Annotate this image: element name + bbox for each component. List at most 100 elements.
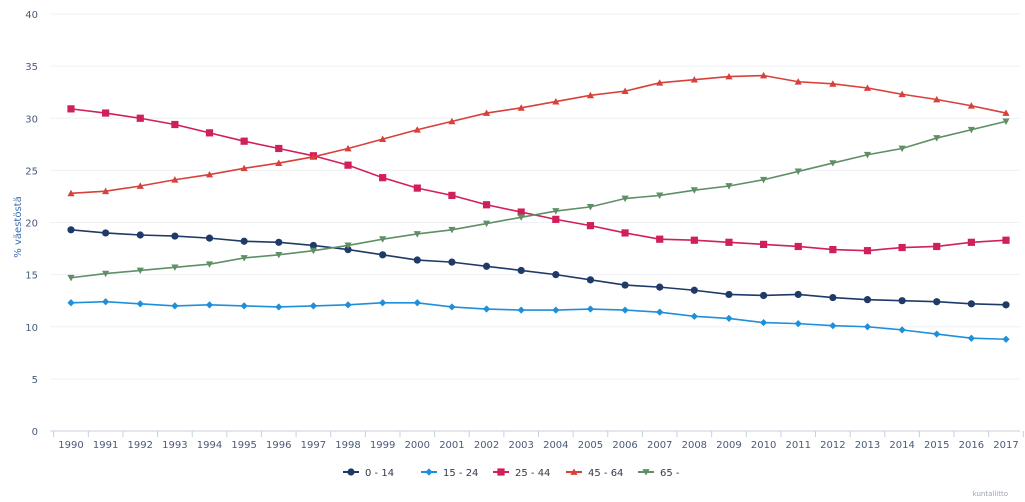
data-point[interactable]: [1002, 109, 1010, 116]
data-point[interactable]: [344, 242, 352, 250]
data-point[interactable]: [759, 318, 768, 327]
data-point[interactable]: [275, 144, 283, 153]
data-point[interactable]: [967, 334, 975, 342]
data-point[interactable]: [967, 102, 975, 109]
data-point[interactable]: [517, 266, 525, 275]
data-point[interactable]: [759, 71, 768, 79]
data-point[interactable]: [482, 109, 491, 116]
data-point[interactable]: [829, 322, 837, 330]
legend-item[interactable]: 45 - 64: [566, 468, 623, 479]
data-point[interactable]: [275, 238, 283, 246]
data-point[interactable]: [102, 270, 110, 278]
data-point[interactable]: [136, 267, 144, 275]
data-point[interactable]: [586, 203, 595, 211]
data-point[interactable]: [656, 192, 664, 199]
data-point[interactable]: [136, 231, 144, 239]
legend[interactable]: 0 - 14 15 - 24 25 - 44 45 - 64 65 -: [343, 468, 680, 479]
data-point[interactable]: [690, 286, 698, 294]
data-point[interactable]: [275, 251, 283, 259]
data-point[interactable]: [171, 232, 179, 240]
data-point[interactable]: [517, 306, 525, 314]
data-point[interactable]: [482, 262, 491, 270]
data-point[interactable]: [413, 126, 421, 133]
data-point[interactable]: [552, 208, 560, 215]
data-point[interactable]: [136, 114, 144, 122]
data-point[interactable]: [1002, 301, 1010, 309]
data-point[interactable]: [725, 72, 733, 80]
data-point[interactable]: [448, 226, 456, 234]
data-point[interactable]: [240, 255, 248, 262]
data-point[interactable]: [309, 247, 318, 255]
data-point[interactable]: [413, 299, 421, 307]
data-point[interactable]: [725, 290, 733, 299]
data-point[interactable]: [967, 126, 975, 134]
data-point[interactable]: [102, 109, 110, 117]
data-point[interactable]: [898, 90, 906, 98]
data-point[interactable]: [690, 187, 698, 194]
data-point[interactable]: [67, 105, 75, 113]
data-point[interactable]: [552, 97, 560, 105]
data-point[interactable]: [171, 120, 179, 129]
data-point[interactable]: [898, 297, 906, 305]
data-point[interactable]: [171, 264, 179, 271]
data-point[interactable]: [933, 298, 941, 306]
data-point[interactable]: [240, 164, 248, 172]
data-point[interactable]: [482, 201, 491, 209]
data-point[interactable]: [240, 302, 248, 310]
data-point[interactable]: [586, 222, 595, 230]
data-point[interactable]: [344, 301, 352, 309]
data-point[interactable]: [379, 236, 387, 243]
data-point[interactable]: [67, 189, 75, 197]
data-point[interactable]: [586, 305, 595, 313]
data-point[interactable]: [690, 236, 698, 244]
data-point[interactable]: [205, 301, 214, 309]
data-point[interactable]: [863, 296, 872, 304]
data-point[interactable]: [413, 256, 421, 264]
data-point[interactable]: [829, 246, 837, 254]
data-point[interactable]: [552, 271, 560, 279]
data-point[interactable]: [448, 303, 456, 311]
data-point[interactable]: [413, 231, 421, 238]
legend-item[interactable]: 15 - 24: [421, 468, 478, 479]
data-point[interactable]: [759, 291, 768, 300]
data-point[interactable]: [482, 305, 491, 313]
data-point[interactable]: [933, 135, 941, 142]
data-point[interactable]: [794, 320, 802, 328]
data-point[interactable]: [552, 306, 560, 314]
data-point[interactable]: [898, 145, 906, 153]
data-point[interactable]: [863, 247, 872, 255]
data-point[interactable]: [933, 95, 941, 103]
data-point[interactable]: [67, 299, 75, 307]
legend-marker[interactable]: [497, 468, 505, 476]
data-point[interactable]: [552, 215, 560, 223]
data-point[interactable]: [759, 176, 768, 184]
data-point[interactable]: [136, 182, 144, 189]
data-point[interactable]: [344, 144, 352, 152]
data-point[interactable]: [275, 159, 283, 166]
data-point[interactable]: [205, 234, 214, 242]
data-point[interactable]: [448, 191, 456, 199]
data-point[interactable]: [1002, 118, 1010, 125]
data-point[interactable]: [448, 117, 456, 125]
data-point[interactable]: [413, 184, 421, 192]
data-point[interactable]: [967, 300, 975, 308]
data-point[interactable]: [656, 79, 664, 86]
data-point[interactable]: [725, 314, 733, 323]
data-point[interactable]: [136, 300, 144, 308]
data-point[interactable]: [794, 168, 802, 176]
data-point[interactable]: [725, 183, 733, 190]
legend-marker[interactable]: [347, 468, 355, 476]
data-point[interactable]: [690, 312, 698, 320]
data-point[interactable]: [794, 78, 802, 85]
data-point[interactable]: [379, 135, 387, 142]
data-point[interactable]: [102, 298, 110, 306]
data-point[interactable]: [379, 251, 387, 259]
legend-item[interactable]: 65 -: [638, 468, 680, 479]
data-point[interactable]: [898, 326, 906, 334]
data-point[interactable]: [344, 246, 352, 254]
data-point[interactable]: [517, 208, 525, 216]
data-point[interactable]: [517, 214, 525, 221]
data-point[interactable]: [379, 174, 387, 182]
data-point[interactable]: [656, 283, 664, 291]
data-point[interactable]: [863, 151, 872, 159]
